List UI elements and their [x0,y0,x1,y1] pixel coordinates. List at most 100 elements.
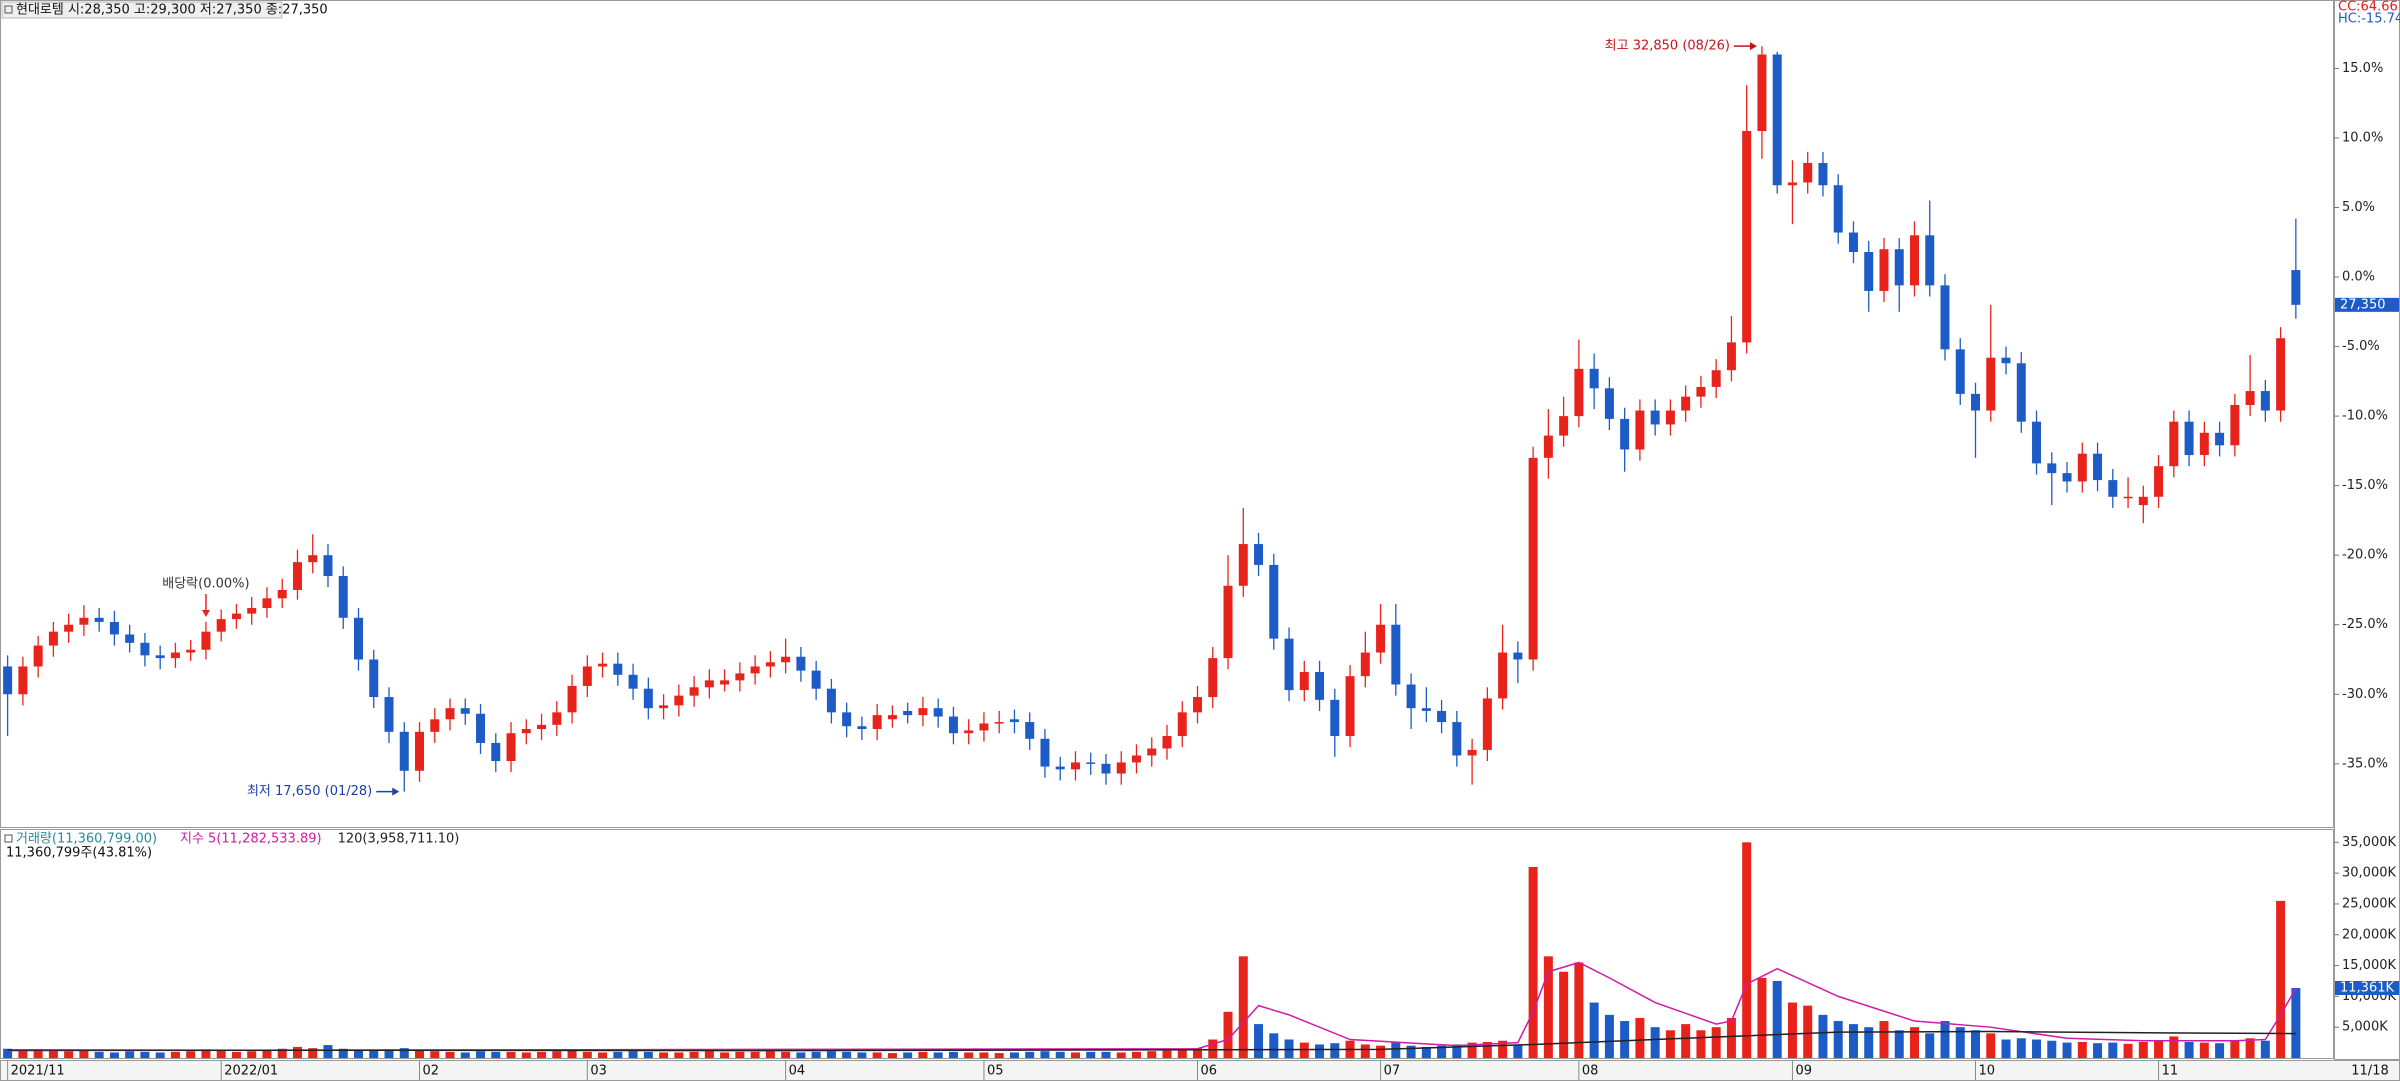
candle-body [506,733,516,762]
volume-bar [2032,1039,2042,1058]
candle-body [2108,480,2118,497]
candle-body [765,662,775,667]
volume-bar [231,1051,241,1058]
volume-bar [1040,1051,1050,1058]
volume-bar [781,1051,791,1058]
annotation-arrowhead [201,609,210,617]
candle-body [735,673,745,681]
candle-body [1467,749,1477,756]
candle-body [277,589,287,599]
volume-bar [186,1051,196,1058]
candle-body [18,666,28,695]
volume-bar [48,1050,58,1058]
volume-bar [2108,1042,2118,1058]
annotation-arrowhead [1749,42,1757,51]
volume-bar [460,1052,470,1058]
candle-body [2199,432,2209,456]
volume-bar [430,1051,440,1058]
volume-bar [1513,1044,1523,1058]
volume-bar [277,1048,287,1058]
volume-bar [643,1051,653,1058]
candle-body [521,729,531,734]
volume-bar [384,1049,394,1058]
candle-body [445,708,455,720]
y-tick-label: -35.0% [2342,756,2388,771]
volume-bar [2154,1040,2164,1058]
volume-bar [979,1052,989,1058]
volume-bar [140,1051,150,1058]
volume-bar [292,1046,302,1058]
volume-bar [582,1051,592,1058]
volume-bar [2016,1038,2026,1058]
volume-bar [125,1051,135,1058]
volume-bar [1559,971,1569,1058]
candle-body [247,608,257,614]
volume-bar [1452,1044,1462,1058]
candle-body [323,555,333,577]
volume-bar [1162,1050,1172,1058]
volume-bar [964,1052,974,1058]
candle-body [338,576,348,618]
volume-bar [1894,1030,1904,1058]
volume-bar [1269,1033,1279,1058]
candle-body [48,631,58,646]
volume-bar [1528,866,1538,1058]
x-end-label: 11/18 [2351,1064,2388,1079]
candle-body [1513,652,1523,660]
candle-body [1681,396,1691,411]
candle-body [613,663,623,675]
right-axis-panel [2334,0,2400,1060]
candle-body [399,731,409,771]
volume-bar [1635,1017,1645,1058]
candle-body [2016,363,2026,422]
candle-body [994,722,1004,724]
candle-body [201,631,211,650]
volume-bar [1940,1021,1950,1058]
corner-label: HC:-15.74 [2338,12,2400,27]
volume-bar [598,1052,608,1058]
candle-body [796,656,806,671]
volume-bar [1879,1021,1889,1058]
candle-body [1055,766,1065,770]
last-price-label: 27,350 [2340,297,2386,312]
candle-body [1589,368,1599,389]
candle-body [1009,719,1019,723]
volume-subtitle: 11,360,799주(43.81%) [6,846,152,861]
candle-body [1925,235,1935,286]
volume-bar [1238,956,1248,1058]
candle-body [1833,185,1843,233]
volume-bar [64,1051,74,1058]
candle-body [1101,763,1111,774]
candle-body [1162,735,1172,749]
candle-body [903,710,913,716]
candle-body [1254,544,1264,565]
candle-body [2245,391,2255,405]
candle-body [262,598,272,609]
candle-body [1498,652,1508,699]
title-icon [4,5,13,14]
x-tick-label: 07 [1384,1064,1401,1079]
volume-bar [201,1049,211,1058]
candle-body [1437,710,1447,723]
candle-body [1269,564,1279,639]
volume-bar [491,1051,501,1058]
candle-body [1757,54,1767,131]
volume-bar [1070,1052,1080,1058]
candle-body [1284,638,1294,691]
volume-bar [1391,1042,1401,1058]
candle-body [1971,393,1981,411]
candle-body [2184,421,2194,456]
volume-bar [1315,1044,1325,1058]
volume-bar [2077,1041,2087,1058]
candle-body [964,730,974,734]
candle-body [1070,762,1080,770]
volume-bar [521,1052,531,1058]
volume-bar [1925,1033,1935,1058]
y-tick-label: 0.0% [2342,270,2375,285]
candle-body [186,649,196,653]
volume-bar [2215,1043,2225,1058]
volume-bar [2291,987,2301,1058]
y-tick-label: -5.0% [2342,339,2380,354]
candle-body [1528,457,1538,660]
